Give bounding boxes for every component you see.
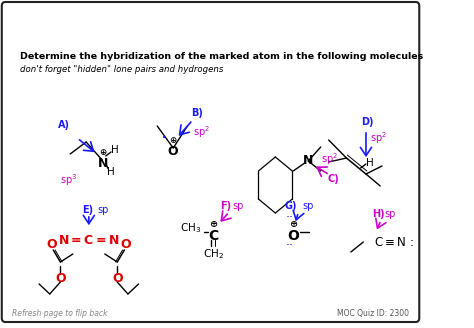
Text: sp: sp [384,209,396,219]
Text: CH$_3$: CH$_3$ [180,221,201,235]
Text: A): A) [58,120,70,130]
Text: Refresh page to flip back: Refresh page to flip back [12,309,108,318]
Text: $\mathregular{\overset{\oplus}{O}}$: $\mathregular{\overset{\oplus}{O}}$ [287,220,300,244]
Text: B): B) [191,108,203,118]
Text: G): G) [284,201,297,211]
Text: sp: sp [233,201,244,211]
Text: N: N [303,154,313,168]
Text: $\mathregular{\overset{\oplus}{O}}$: $\mathregular{\overset{\oplus}{O}}$ [167,137,179,159]
Text: ··: ·· [285,212,293,224]
Text: O: O [55,272,66,284]
Text: sp: sp [98,205,109,215]
Text: sp: sp [302,201,313,211]
Text: ··: ·· [285,239,293,253]
Text: don't forget "hidden" lone pairs and hydrogens: don't forget "hidden" lone pairs and hyd… [19,65,223,74]
Text: sp$^2$: sp$^2$ [321,151,337,167]
Text: H: H [365,158,374,168]
Text: MOC Quiz ID: 2300: MOC Quiz ID: 2300 [337,309,409,318]
Text: ·: · [161,129,167,148]
Text: $\mathregular{\overset{\oplus}{C}}$: $\mathregular{\overset{\oplus}{C}}$ [208,220,219,244]
Text: $\mathregular{\overset{\oplus}{N}}$: $\mathregular{\overset{\oplus}{N}}$ [97,149,108,171]
Text: H): H) [372,209,385,219]
Text: C$\equiv$N :: C$\equiv$N : [374,236,414,249]
Text: C): C) [328,174,339,184]
Text: H: H [107,167,115,177]
Text: CH$_2$: CH$_2$ [203,247,224,261]
Text: F): F) [220,201,231,211]
Text: H: H [111,145,118,155]
Text: N$\mathregular{=}$C$\mathregular{=}$N: N$\mathregular{=}$C$\mathregular{=}$N [58,234,119,247]
FancyBboxPatch shape [2,2,419,322]
Text: Determine the hybridization of the marked atom in the following molecules: Determine the hybridization of the marke… [19,52,423,61]
Text: O: O [121,237,131,251]
Text: sp$^2$: sp$^2$ [193,124,210,140]
Text: O: O [112,272,123,284]
Text: E): E) [82,205,93,215]
Text: D): D) [361,117,373,127]
Text: sp$^3$: sp$^3$ [60,172,77,188]
Text: sp$^2$: sp$^2$ [370,130,386,146]
Text: O: O [46,237,57,251]
